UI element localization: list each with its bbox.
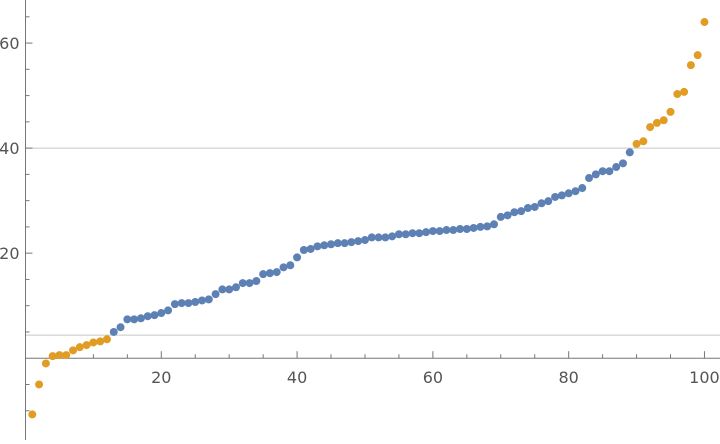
data-point <box>402 230 410 238</box>
data-point <box>667 108 675 116</box>
data-point <box>531 203 539 211</box>
data-point <box>76 343 84 351</box>
data-point <box>578 184 586 192</box>
data-point <box>300 246 308 254</box>
data-point <box>62 351 70 359</box>
data-point <box>626 148 634 156</box>
data-point <box>246 279 254 287</box>
data-point <box>42 359 50 367</box>
data-point <box>592 170 600 178</box>
data-point <box>171 300 179 308</box>
data-point <box>327 240 335 248</box>
data-point <box>504 211 512 219</box>
data-point <box>463 225 471 233</box>
data-point <box>619 159 627 167</box>
data-point <box>89 338 97 346</box>
data-point <box>252 277 260 285</box>
y-tick-label: 20 <box>0 244 20 263</box>
data-point <box>381 233 389 241</box>
data-point <box>313 242 321 250</box>
data-point <box>130 315 138 323</box>
gridlines <box>26 148 720 335</box>
x-tick-label: 60 <box>423 368 443 387</box>
data-point <box>347 238 355 246</box>
data-point <box>341 239 349 247</box>
data-point <box>117 323 125 331</box>
data-point <box>198 296 206 304</box>
data-point <box>191 298 199 306</box>
data-point <box>415 229 423 237</box>
data-point <box>490 220 498 228</box>
data-point <box>687 61 695 69</box>
data-point <box>538 199 546 207</box>
y-tick-label: 60 <box>0 34 20 53</box>
data-point <box>388 232 396 240</box>
data-point <box>449 226 457 234</box>
data-point <box>524 204 532 212</box>
data-point <box>96 337 104 345</box>
data-point <box>225 285 233 293</box>
x-tick-label: 80 <box>558 368 578 387</box>
data-point <box>571 187 579 195</box>
data-point <box>639 137 647 145</box>
data-point <box>510 208 518 216</box>
data-point <box>69 346 77 354</box>
data-point <box>605 167 613 175</box>
data-point <box>205 295 213 303</box>
data-point <box>273 268 281 276</box>
data-point <box>497 213 505 221</box>
data-point <box>558 191 566 199</box>
data-point <box>476 223 484 231</box>
data-point <box>517 207 525 215</box>
data-point <box>565 189 573 197</box>
x-tick-label: 20 <box>151 368 171 387</box>
data-point <box>144 312 152 320</box>
data-point <box>266 269 274 277</box>
data-point <box>286 261 294 269</box>
data-point <box>483 222 491 230</box>
data-point <box>137 314 145 322</box>
axes <box>26 0 720 440</box>
data-point <box>232 283 240 291</box>
data-point <box>320 241 328 249</box>
x-tick-label: 40 <box>287 368 307 387</box>
data-point <box>259 270 267 278</box>
data-point <box>680 88 688 96</box>
data-point <box>35 380 43 388</box>
data-point <box>212 290 220 298</box>
data-point <box>612 163 620 171</box>
data-point <box>49 352 57 360</box>
data-point <box>280 263 288 271</box>
data-point <box>184 299 192 307</box>
data-point <box>436 227 444 235</box>
data-point <box>544 197 552 205</box>
data-point <box>673 90 681 98</box>
data-point <box>28 410 36 418</box>
data-point <box>164 306 172 314</box>
data-point <box>103 335 111 343</box>
data-point <box>700 18 708 26</box>
data-point <box>660 116 668 124</box>
data-point <box>422 228 430 236</box>
data-point <box>646 123 654 131</box>
data-point <box>151 311 159 319</box>
data-point <box>551 193 559 201</box>
data-point <box>293 253 301 261</box>
data-point <box>585 174 593 182</box>
tick-labels: 20 40 60 80 100 20 40 60 <box>0 34 720 387</box>
data-point <box>110 328 118 336</box>
data-point <box>354 237 362 245</box>
data-point <box>470 224 478 232</box>
x-tick-label: 100 <box>689 368 720 387</box>
y-tick-label: 40 <box>0 139 20 158</box>
data-point <box>694 51 702 59</box>
